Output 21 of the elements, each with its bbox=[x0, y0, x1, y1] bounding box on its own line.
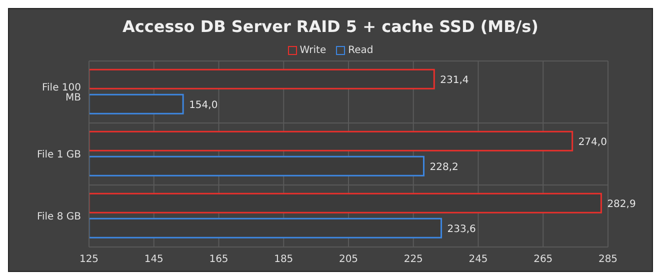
x-tick-label: 165 bbox=[209, 254, 228, 266]
x-tick-label: 245 bbox=[468, 254, 488, 266]
data-label: 274,0 bbox=[578, 137, 607, 148]
data-label: 228,2 bbox=[430, 162, 458, 174]
data-label: 231,4 bbox=[440, 75, 469, 86]
legend-label: Read bbox=[347, 45, 374, 56]
x-tick-label: 265 bbox=[534, 254, 553, 266]
chart-title: Accesso DB Server RAID 5 + cache SSD (MB/s) bbox=[122, 17, 540, 36]
x-tick-label: 285 bbox=[598, 254, 618, 266]
data-label: 282,9 bbox=[607, 199, 636, 210]
data-label: 233,6 bbox=[447, 224, 476, 236]
y-tick-label: File 1 GB bbox=[36, 150, 82, 161]
x-tick-label: 205 bbox=[338, 254, 358, 266]
y-tick-label: File 8 GB bbox=[36, 212, 82, 223]
legend-label: Write bbox=[298, 45, 326, 56]
y-tick-label: File 100 MB bbox=[42, 82, 82, 104]
x-tick-label: 185 bbox=[274, 254, 294, 266]
data-label: 154,0 bbox=[189, 100, 218, 112]
x-tick-label: 145 bbox=[144, 254, 164, 266]
x-tick-label: 125 bbox=[79, 254, 99, 266]
x-tick-label: 225 bbox=[404, 254, 423, 266]
